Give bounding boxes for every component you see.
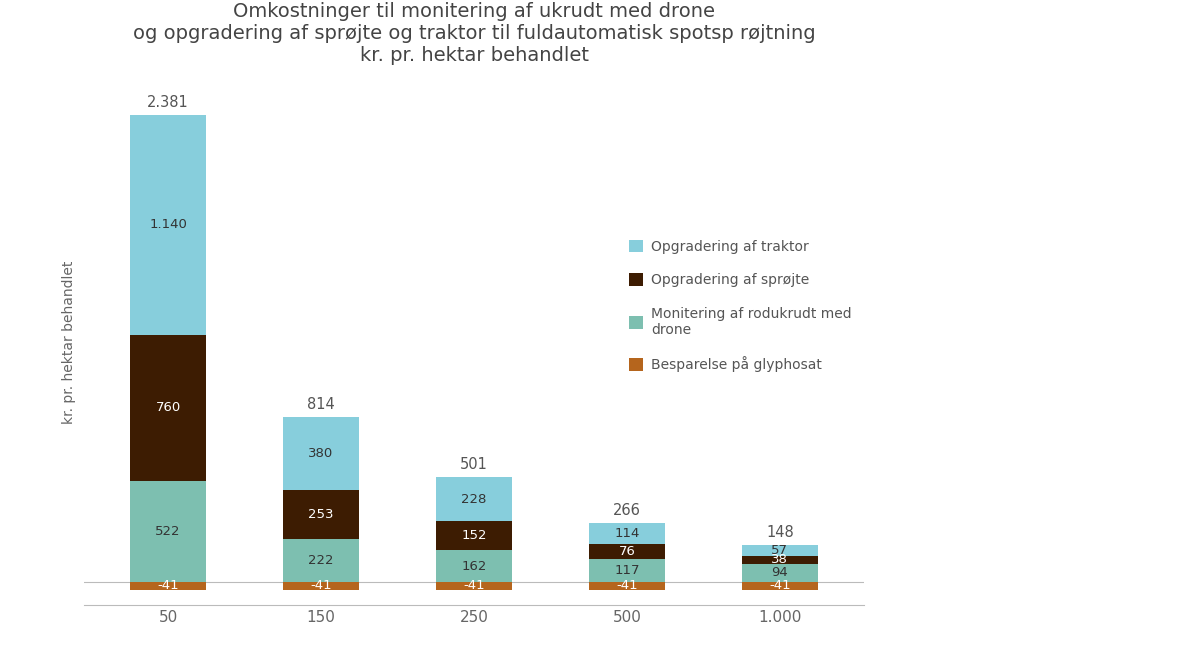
Text: 222: 222	[308, 554, 334, 566]
Bar	[742, 564, 818, 582]
Text: 2.381: 2.381	[148, 95, 188, 110]
Bar	[742, 545, 818, 556]
Bar	[130, 481, 206, 582]
Text: -41: -41	[157, 579, 179, 592]
Bar	[283, 417, 359, 490]
Bar	[436, 477, 512, 521]
Text: 253: 253	[308, 508, 334, 521]
Bar	[589, 559, 665, 582]
Bar	[283, 539, 359, 582]
Title: Omkostninger til monitering af ukrudt med drone
og opgradering af sprøjte og tra: Omkostninger til monitering af ukrudt me…	[133, 2, 815, 65]
Bar	[589, 544, 665, 559]
Text: 522: 522	[155, 525, 181, 538]
Text: -41: -41	[311, 579, 332, 592]
Bar	[436, 582, 512, 589]
Bar	[436, 521, 512, 550]
Text: 148: 148	[766, 526, 793, 540]
Text: 814: 814	[307, 397, 335, 412]
Text: 117: 117	[614, 564, 640, 577]
Text: 1.140: 1.140	[149, 218, 187, 231]
Bar	[589, 582, 665, 589]
Bar	[589, 523, 665, 544]
Text: 162: 162	[461, 560, 487, 573]
Text: 114: 114	[614, 527, 640, 540]
Bar	[742, 556, 818, 564]
Bar	[436, 550, 512, 582]
Y-axis label: kr. pr. hektar behandlet: kr. pr. hektar behandlet	[61, 261, 76, 425]
Bar	[742, 582, 818, 589]
Text: -41: -41	[769, 579, 791, 592]
Bar	[283, 582, 359, 589]
Text: 94: 94	[772, 566, 788, 579]
Text: 228: 228	[461, 493, 487, 506]
Legend: Opgradering af traktor, Opgradering af sprøjte, Monitering af rodukrudt med
dron: Opgradering af traktor, Opgradering af s…	[623, 235, 857, 378]
Bar	[130, 335, 206, 481]
Text: -41: -41	[616, 579, 637, 592]
Text: 152: 152	[461, 530, 487, 542]
Text: 760: 760	[156, 401, 181, 415]
Text: 57: 57	[772, 544, 788, 557]
Text: 380: 380	[308, 447, 334, 460]
Text: 38: 38	[772, 554, 788, 566]
Text: 501: 501	[460, 458, 488, 472]
Bar	[283, 490, 359, 539]
Text: 266: 266	[613, 503, 641, 517]
Bar	[130, 115, 206, 335]
Text: -41: -41	[463, 579, 485, 592]
Text: 76: 76	[618, 545, 635, 558]
Bar	[130, 582, 206, 589]
